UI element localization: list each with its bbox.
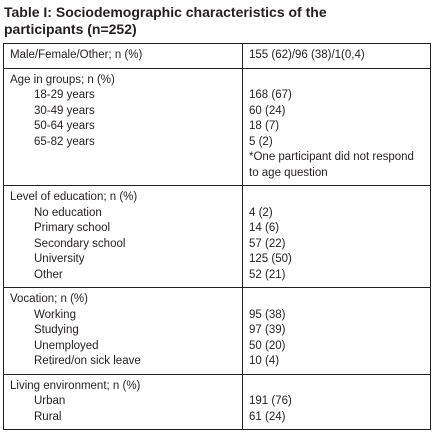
group-value bbox=[242, 373, 431, 394]
item-value: 125 (50) bbox=[242, 252, 431, 268]
item-value: 5 (2) bbox=[242, 134, 431, 150]
item-label: University bbox=[3, 252, 243, 268]
table-row: 65-82 years 5 (2) bbox=[3, 134, 431, 150]
item-label: Urban bbox=[3, 394, 243, 410]
table-title: Table I: Sociodemographic characteristic… bbox=[4, 4, 327, 37]
table: Male/Female/Other; n (%) 155 (62)/96 (38)… bbox=[3, 43, 431, 430]
item-label: Other bbox=[3, 267, 243, 288]
item-label: No education bbox=[3, 205, 243, 221]
item-value: 18 (7) bbox=[242, 119, 431, 135]
table-row: 50-64 years 18 (7) bbox=[3, 119, 431, 135]
table-row: Retired/on sick leave 10 (4) bbox=[3, 354, 431, 375]
table-row: Vocation; n (%) bbox=[3, 287, 431, 308]
item-label: 30-49 years bbox=[3, 103, 243, 119]
item-value: 4 (2) bbox=[242, 205, 431, 221]
table-row: Working 95 (38) bbox=[3, 307, 431, 323]
item-value: 60 (24) bbox=[242, 103, 431, 119]
group-value: 155 (62)/96 (38)/1(0,4) bbox=[242, 43, 431, 69]
item-value: 10 (4) bbox=[242, 354, 431, 375]
item-value: 52 (21) bbox=[242, 267, 431, 288]
table-row: 30-49 years 60 (24) bbox=[3, 103, 431, 119]
table-row: 18-29 years 168 (67) bbox=[3, 88, 431, 104]
table-row: Unemployed 50 (20) bbox=[3, 338, 431, 354]
item-value: 95 (38) bbox=[242, 307, 431, 323]
table-row: Age in groups; n (%) bbox=[3, 67, 431, 88]
item-label: Rural bbox=[3, 409, 243, 430]
table-row: Living environment; n (%) bbox=[3, 373, 431, 394]
table-row: Primary school 14 (6) bbox=[3, 221, 431, 237]
item-label: Primary school bbox=[3, 221, 243, 237]
item-label: 50-64 years bbox=[3, 119, 243, 135]
item-value: 191 (76) bbox=[242, 394, 431, 410]
item-label: 65-82 years bbox=[3, 134, 243, 150]
table-row: University 125 (50) bbox=[3, 252, 431, 268]
table-row: No education 4 (2) bbox=[3, 205, 431, 221]
table-row: Male/Female/Other; n (%) 155 (62)/96 (38)… bbox=[3, 43, 431, 69]
item-label: Unemployed bbox=[3, 338, 243, 354]
table-row: *One participant did not respond to age … bbox=[3, 150, 431, 186]
item-value: 14 (6) bbox=[242, 221, 431, 237]
item-label: Retired/on sick leave bbox=[3, 354, 243, 375]
group-value bbox=[242, 185, 431, 206]
table-row: Other 52 (21) bbox=[3, 267, 431, 288]
item-value: 50 (20) bbox=[242, 338, 431, 354]
group-label: Vocation; n (%) bbox=[3, 287, 243, 308]
group-label: Male/Female/Other; n (%) bbox=[3, 43, 243, 69]
empty-cell bbox=[3, 150, 243, 186]
item-label: Secondary school bbox=[3, 236, 243, 252]
item-label: 18-29 years bbox=[3, 88, 243, 104]
table-row: Secondary school 57 (22) bbox=[3, 236, 431, 252]
note: *One participant did not respond to age … bbox=[242, 150, 431, 186]
group-label: Level of education; n (%) bbox=[3, 185, 243, 206]
item-label: Studying bbox=[3, 323, 243, 339]
group-value bbox=[242, 67, 431, 88]
item-value: 57 (22) bbox=[242, 236, 431, 252]
group-label: Age in groups; n (%) bbox=[3, 67, 243, 88]
item-value: 61 (24) bbox=[242, 409, 431, 430]
item-value: 97 (39) bbox=[242, 323, 431, 339]
item-value: 168 (67) bbox=[242, 88, 431, 104]
group-value bbox=[242, 287, 431, 308]
table-row: Rural 61 (24) bbox=[3, 409, 431, 430]
table-row: Level of education; n (%) bbox=[3, 185, 431, 206]
table-row: Urban 191 (76) bbox=[3, 394, 431, 410]
group-label: Living environment; n (%) bbox=[3, 373, 243, 394]
item-label: Working bbox=[3, 307, 243, 323]
table-row: Studying 97 (39) bbox=[3, 323, 431, 339]
